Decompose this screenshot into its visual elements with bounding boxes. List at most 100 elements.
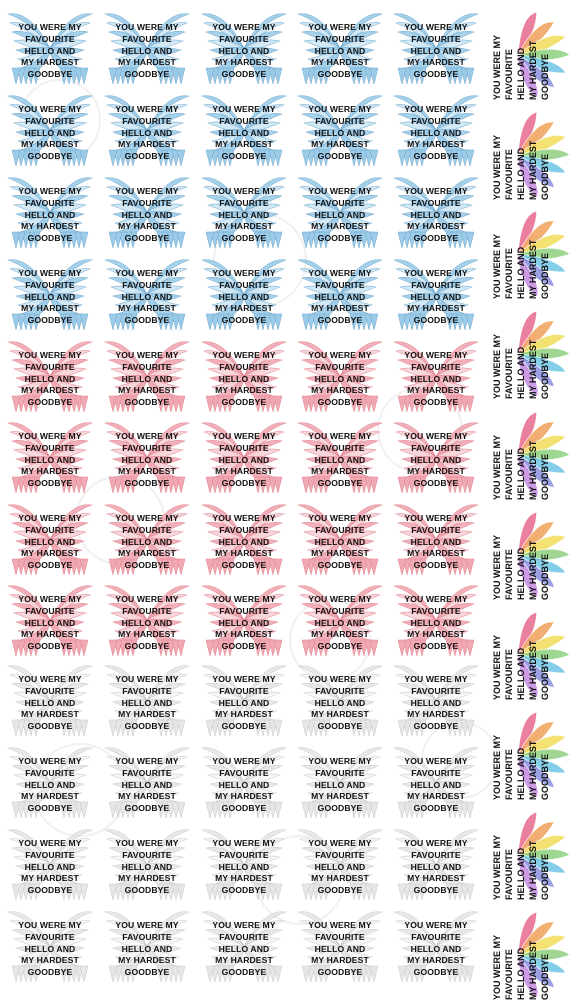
caption-line: MY HARDEST <box>407 385 465 396</box>
wing-sticker: YOU WERE MY FAVOURITE HELLO AND MY HARDEST G… <box>196 8 292 88</box>
angel-wings-icon <box>296 341 384 413</box>
caption-line: MY HARDEST <box>215 303 273 314</box>
caption-line: YOU WERE MY <box>404 756 468 766</box>
angel-wings-icon <box>103 911 191 983</box>
wing-sticker: YOU WERE MY FAVOURITE HELLO AND MY HARDEST G… <box>292 8 388 88</box>
caption-line: MY HARDEST <box>407 303 465 314</box>
caption-line: GOODBYE <box>413 885 459 896</box>
caption-line: YOU WERE MY <box>308 838 372 848</box>
wing-sticker: YOU WERE MY FAVOURITE HELLO AND MY HARDEST G… <box>99 336 195 416</box>
sticker-caption: YOU WERE MY FAVOURITE HELLO AND MY HARDEST G… <box>196 431 292 490</box>
caption-line: FAVOURITE <box>219 115 269 126</box>
sticker-caption: YOU WERE MY FAVOURITE HELLO AND MY HARDEST G… <box>388 431 484 490</box>
wing-sticker: YOU WERE MY FAVOURITE HELLO AND MY HARDEST G… <box>292 824 388 904</box>
caption-line: FAVOURITE <box>504 449 514 500</box>
wing-sticker: YOU WERE MY FAVOURITE HELLO AND MY HARDEST G… <box>99 580 195 660</box>
caption-line: YOU WERE MY <box>18 268 82 278</box>
caption-line: FAVOURITE <box>219 849 269 860</box>
sticker-caption: YOU WERE MY FAVOURITE HELLO AND MY HARDEST G… <box>2 431 98 490</box>
wing-sticker: YOU WERE MY FAVOURITE HELLO AND MY HARDEST G… <box>196 580 292 660</box>
caption-line: MY HARDEST <box>215 57 273 68</box>
caption-line: MY HARDEST <box>311 791 369 802</box>
caption-line: YOU WERE MY <box>492 934 502 1000</box>
wing-sticker: YOU WERE MY FAVOURITE HELLO AND MY HARDEST G… <box>196 742 292 822</box>
wing-sticker: YOU WERE MY FAVOURITE HELLO AND MY HARDEST G… <box>99 8 195 88</box>
caption-line: GOODBYE <box>413 721 459 732</box>
caption-line: FAVOURITE <box>411 279 461 290</box>
sticker-caption: YOU WERE MY FAVOURITE HELLO AND MY HARDEST G… <box>388 104 484 163</box>
caption-line: FAVOURITE <box>504 149 514 200</box>
angel-wings-icon <box>392 259 480 331</box>
caption-line: HELLO AND <box>218 291 270 302</box>
caption-line: GOODBYE <box>124 397 170 408</box>
caption-line: YOU WERE MY <box>404 268 468 278</box>
wing-sticker: YOU WERE MY FAVOURITE HELLO AND MY HARDEST G… <box>388 90 484 170</box>
caption-line: YOU WERE MY <box>18 104 82 114</box>
caption-line: GOODBYE <box>221 151 267 162</box>
wing-sticker: YOU WERE MY FAVOURITE HELLO AND MY HARDEST G… <box>99 660 195 740</box>
caption-line: GOODBYE <box>124 803 170 814</box>
caption-line: MY HARDEST <box>215 221 273 232</box>
caption-line: GOODBYE <box>413 151 459 162</box>
caption-line: GOODBYE <box>27 560 73 571</box>
sticker-caption: YOU WERE MY FAVOURITE HELLO AND MY HARDEST G… <box>196 22 292 81</box>
sticker-caption: YOU WERE MY FAVOURITE HELLO AND MY HARDEST G… <box>2 350 98 409</box>
caption-line: GOODBYE <box>540 553 550 600</box>
angel-wings-icon <box>392 177 480 249</box>
sticker-caption-rotated: YOU WERE MY FAVOURITE HELLO AND MY HARDEST G… <box>491 508 553 600</box>
sticker-caption-rotated: YOU WERE MY FAVOURITE HELLO AND MY HARDEST G… <box>491 8 553 100</box>
caption-line: HELLO AND <box>410 861 462 872</box>
rainbow-wings-icon <box>517 411 571 499</box>
caption-line: MY HARDEST <box>407 57 465 68</box>
caption-line: GOODBYE <box>317 560 363 571</box>
sticker-caption: YOU WERE MY FAVOURITE HELLO AND MY HARDEST G… <box>292 350 388 409</box>
caption-line: HELLO AND <box>516 747 526 800</box>
caption-line: GOODBYE <box>124 69 170 80</box>
caption-line: HELLO AND <box>516 947 526 1000</box>
caption-line: YOU WERE MY <box>18 920 82 930</box>
sticker-caption: YOU WERE MY FAVOURITE HELLO AND MY HARDEST G… <box>99 838 195 897</box>
caption-line: HELLO AND <box>121 45 173 56</box>
angel-wings-icon <box>296 747 384 819</box>
caption-line: YOU WERE MY <box>404 186 468 196</box>
angel-wings-icon <box>392 341 480 413</box>
caption-line: MY HARDEST <box>528 640 538 700</box>
caption-line: FAVOURITE <box>25 361 75 372</box>
sticker-caption: YOU WERE MY FAVOURITE HELLO AND MY HARDEST G… <box>388 756 484 815</box>
caption-line: HELLO AND <box>218 454 270 465</box>
caption-line: MY HARDEST <box>118 221 176 232</box>
wing-sticker: YOU WERE MY FAVOURITE HELLO AND MY HARDEST G… <box>292 254 388 334</box>
caption-line: YOU WERE MY <box>18 22 82 32</box>
wing-sticker: YOU WERE MY FAVOURITE HELLO AND MY HARDEST G… <box>99 254 195 334</box>
caption-line: GOODBYE <box>27 641 73 652</box>
angel-wings-icon <box>296 911 384 983</box>
caption-line: YOU WERE MY <box>492 534 502 600</box>
caption-line: YOU WERE MY <box>115 104 179 114</box>
angel-wings-icon <box>296 13 384 85</box>
caption-line: YOU WERE MY <box>308 104 372 114</box>
wing-sticker: YOU WERE MY FAVOURITE HELLO AND MY HARDEST G… <box>99 499 195 579</box>
wing-sticker: YOU WERE MY FAVOURITE HELLO AND MY HARDEST G… <box>196 254 292 334</box>
caption-line: GOODBYE <box>221 560 267 571</box>
sticker-caption-rotated: YOU WERE MY FAVOURITE HELLO AND MY HARDEST G… <box>491 108 553 200</box>
wing-sticker: YOU WERE MY FAVOURITE HELLO AND MY HARDEST G… <box>99 824 195 904</box>
sticker-caption: YOU WERE MY FAVOURITE HELLO AND MY HARDEST G… <box>196 674 292 733</box>
caption-line: MY HARDEST <box>21 548 79 559</box>
wing-sticker: YOU WERE MY FAVOURITE HELLO AND MY HARDEST G… <box>196 906 292 986</box>
caption-line: HELLO AND <box>314 209 366 220</box>
sticker-caption: YOU WERE MY FAVOURITE HELLO AND MY HARDEST G… <box>292 104 388 163</box>
sticker-caption: YOU WERE MY FAVOURITE HELLO AND MY HARDEST G… <box>292 513 388 572</box>
caption-line: GOODBYE <box>317 233 363 244</box>
caption-line: HELLO AND <box>121 209 173 220</box>
wing-sticker: YOU WERE MY FAVOURITE HELLO AND MY HARDEST G… <box>388 417 484 497</box>
caption-line: YOU WERE MY <box>308 513 372 523</box>
sticker-caption: YOU WERE MY FAVOURITE HELLO AND MY HARDEST G… <box>292 838 388 897</box>
angel-wings-icon <box>392 665 480 737</box>
caption-line: MY HARDEST <box>311 303 369 314</box>
caption-line: MY HARDEST <box>407 466 465 477</box>
sticker-caption: YOU WERE MY FAVOURITE HELLO AND MY HARDEST G… <box>196 513 292 572</box>
caption-line: YOU WERE MY <box>492 34 502 100</box>
caption-line: FAVOURITE <box>411 767 461 778</box>
caption-line: MY HARDEST <box>118 548 176 559</box>
angel-wings-icon <box>103 95 191 167</box>
